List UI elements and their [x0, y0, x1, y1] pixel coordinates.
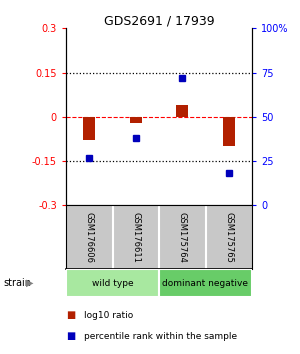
Text: GSM175765: GSM175765	[224, 212, 233, 263]
Text: ▶: ▶	[26, 278, 34, 288]
Bar	[130, 117, 142, 123]
Text: GSM175764: GSM175764	[178, 212, 187, 263]
Title: GDS2691 / 17939: GDS2691 / 17939	[104, 14, 214, 27]
Bar	[159, 269, 252, 297]
Bar	[83, 117, 95, 141]
Bar	[223, 117, 235, 146]
Text: GSM176606: GSM176606	[85, 212, 94, 263]
Text: dominant negative: dominant negative	[163, 279, 248, 288]
Text: log10 ratio: log10 ratio	[84, 310, 133, 320]
Text: ■: ■	[66, 331, 75, 341]
Bar	[176, 105, 188, 117]
Text: strain: strain	[3, 278, 31, 288]
Text: percentile rank within the sample: percentile rank within the sample	[84, 332, 237, 341]
Text: wild type: wild type	[92, 279, 133, 288]
Text: GSM176611: GSM176611	[131, 212, 140, 263]
Text: ■: ■	[66, 310, 75, 320]
Bar	[66, 269, 159, 297]
